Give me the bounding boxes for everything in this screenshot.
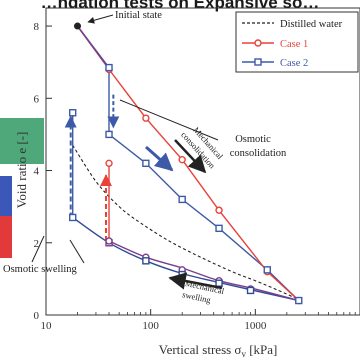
case2-point: [215, 224, 223, 233]
legend-label-distilled: Distilled water: [280, 19, 343, 30]
case1-point: [178, 155, 186, 164]
case2-point: [295, 296, 303, 305]
annotation-osmotic-consolidation-leader: [119, 99, 219, 141]
case2-unload-point: [142, 257, 150, 265]
decor-stripe-green: [0, 118, 44, 164]
mechanical-consolidation-arrow: [174, 139, 207, 174]
chart-title: …ndation tests on Expansive so…: [41, 0, 320, 12]
legend-label-case2: Case 2: [280, 58, 308, 69]
annotation-osmotic-swelling-leader-1: [31, 235, 45, 263]
y-tick-label: 0: [34, 310, 40, 322]
overlap-initial-segment: [76, 25, 110, 70]
x-axis-title: Vertical stress σv [kPa]: [159, 342, 278, 359]
case2-reload-end-point: [69, 109, 77, 117]
initial-state-point: [74, 22, 82, 30]
series-case2-line: [76, 25, 300, 302]
y-tick-label: 4: [34, 166, 40, 178]
case1-reload-point: [105, 237, 113, 245]
case2-unload-point: [178, 270, 186, 279]
x-tick-label: 10: [41, 320, 53, 332]
case2-point: [105, 63, 113, 72]
legend-label-case1: Case 1: [280, 39, 308, 50]
annotation-initial-state-leader: [87, 14, 114, 24]
case1-point: [142, 114, 150, 122]
decor-stripe-blue: [0, 176, 12, 216]
y-axis-title: Void ratio e [-]: [14, 132, 29, 209]
decor-stripe-red: [0, 216, 12, 258]
legend-marker-case1: [254, 39, 262, 47]
case2-point: [263, 266, 271, 274]
case1-point: [215, 206, 223, 214]
case2-point: [105, 130, 113, 139]
plot-frame: [45, 7, 360, 316]
case2-point: [178, 195, 186, 204]
x-tick-label: 1000: [244, 320, 267, 332]
case2-direction-arrow: [145, 145, 174, 172]
legend: Distilled water Case 1 Case 2: [235, 11, 359, 73]
y-tick-label: 6: [34, 93, 40, 105]
y-tick-label: 8: [34, 21, 40, 33]
case1-reload-end-point: [105, 159, 113, 168]
annotation-osmotic-swelling: Osmotic swelling: [3, 264, 78, 275]
case2-point: [142, 159, 150, 168]
y-tick-label: 2: [34, 238, 40, 250]
case2-unload-point: [246, 286, 255, 295]
mechanical-swelling-arrow: [168, 272, 223, 290]
annotation-osmotic-swelling-leader-2: [69, 239, 85, 264]
legend-marker-case2: [254, 58, 262, 66]
series-distilled-water-line: [72, 144, 298, 300]
annotation-osmotic-consolidation-line1: Osmotic: [235, 134, 271, 145]
annotation-initial-state: Initial state: [115, 10, 162, 21]
x-tick-label: 100: [142, 320, 159, 332]
case2-reload-start-point: [69, 213, 77, 222]
annotation-osmotic-consolidation-line2: consolidation: [230, 148, 287, 159]
